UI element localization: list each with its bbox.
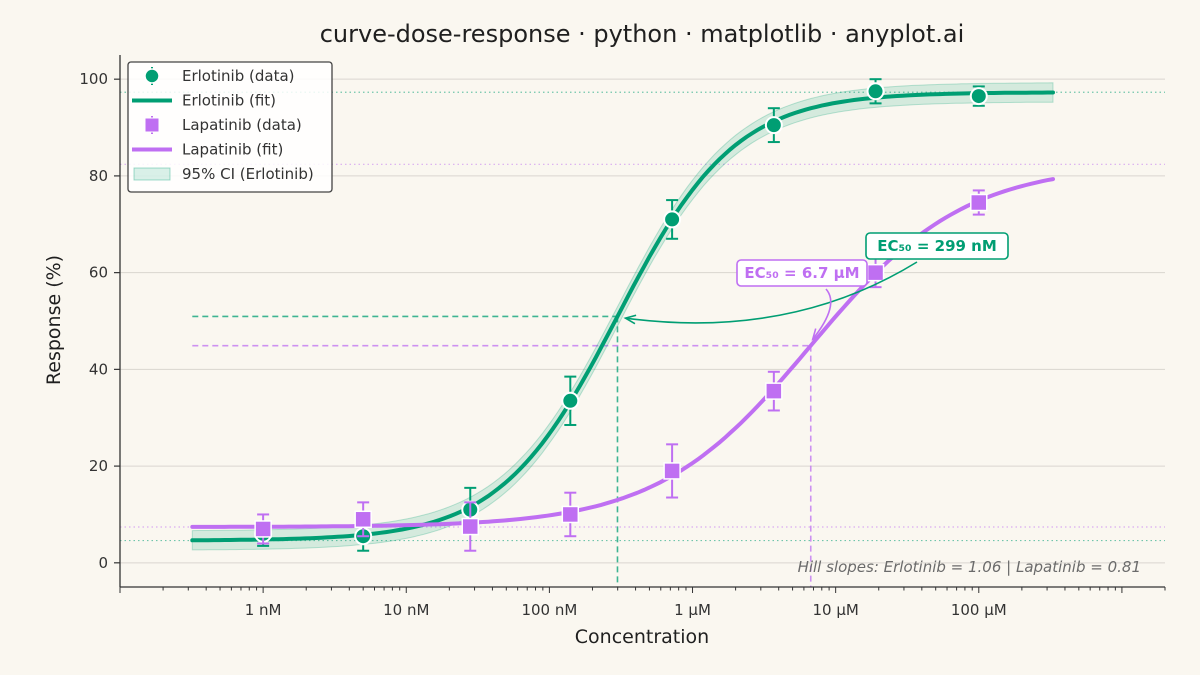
annotation-arrow-lapatinib	[812, 288, 832, 340]
annotation-arrowhead-erlotinib	[623, 314, 637, 325]
point-marker	[663, 462, 681, 480]
legend-entry: Lapatinib (fit)	[132, 141, 283, 159]
hill-slopes-note: Hill slopes: Erlotinib = 1.06 | Lapatini…	[798, 558, 1141, 576]
data-point-lapatinib	[663, 443, 681, 499]
annotation-arrowhead-lapatinib	[811, 328, 823, 341]
data-point-lapatinib	[561, 491, 580, 538]
y-tick-label: 20	[89, 457, 108, 475]
point-marker	[254, 520, 272, 538]
y-tick-label: 80	[89, 167, 108, 185]
legend-entry: Lapatinib (data)	[144, 116, 302, 134]
annotation-box-erlotinib	[865, 232, 1009, 260]
data-points	[254, 78, 988, 552]
point-marker	[764, 116, 783, 135]
data-point-lapatinib	[765, 370, 783, 412]
data-point-lapatinib	[970, 189, 988, 216]
data-point-erlotinib	[866, 78, 885, 105]
annotation-box-lapatinib	[736, 259, 868, 287]
point-marker	[866, 263, 885, 282]
legend-label: Lapatinib (fit)	[182, 141, 283, 159]
legend-square-marker-icon	[144, 117, 160, 133]
data-point-erlotinib	[561, 375, 580, 426]
y-tick-label: 0	[98, 554, 108, 572]
legend-entry: Erlotinib (data)	[144, 67, 295, 85]
point-marker	[561, 505, 580, 524]
legend-circle-marker-icon	[144, 68, 160, 84]
point-marker	[461, 517, 480, 536]
data-point-lapatinib	[354, 501, 372, 538]
x-axis-label: Concentration	[575, 626, 709, 648]
reference-lines	[120, 91, 1165, 587]
point-marker	[866, 82, 885, 101]
x-tick-label: 100 µM	[951, 601, 1007, 619]
y-tick-label: 100	[79, 70, 108, 88]
x-tick-label: 10 nM	[383, 601, 429, 619]
data-point-lapatinib	[254, 513, 272, 545]
axes: 0 20 40 60 80 100 1 nM 10 nM 100 nM 1 µM 10 µM 100 …	[79, 55, 1166, 619]
data-point-erlotinib	[969, 85, 988, 107]
fit-curve-lapatinib	[190, 177, 1055, 529]
data-point-erlotinib	[764, 107, 783, 144]
data-point-erlotinib	[663, 199, 682, 240]
annotation-label-erlotinib: EC₅₀ = 299 nM	[877, 237, 997, 255]
y-axis-label: Response (%)	[43, 255, 65, 385]
data-point-lapatinib	[461, 501, 480, 552]
chart-title: curve-dose-response · python · matplotli…	[320, 20, 965, 48]
legend-entry: Erlotinib (fit)	[132, 92, 276, 110]
x-tick-label: 10 µM	[812, 601, 858, 619]
y-tick-label: 60	[89, 264, 108, 282]
point-marker	[354, 510, 372, 529]
annotation-label-lapatinib: EC₅₀ = 6.7 µM	[744, 264, 859, 282]
legend-label: 95% CI (Erlotinib)	[182, 165, 314, 183]
y-tick-label: 40	[89, 360, 108, 378]
ec50-annotations: EC₅₀ = 299 nM EC₅₀ = 6.7 µM	[623, 232, 1009, 341]
point-marker	[765, 382, 783, 400]
legend-box	[127, 61, 333, 193]
fit-curve-erlotinib	[190, 90, 1055, 543]
point-marker	[970, 193, 988, 212]
x-tick-label: 100 nM	[521, 601, 577, 619]
legend-label: Lapatinib (data)	[182, 116, 302, 134]
legend: Erlotinib (data) Erlotinib (fit) Lapatinib…	[127, 61, 333, 193]
legend-label: Erlotinib (fit)	[182, 92, 276, 110]
point-marker	[561, 391, 580, 410]
legend-label: Erlotinib (data)	[182, 67, 295, 85]
x-tick-label: 1 µM	[674, 601, 711, 619]
annotation-arrow-erlotinib	[625, 261, 918, 324]
point-marker	[969, 87, 988, 106]
legend-band-icon	[133, 167, 171, 181]
x-tick-label: 1 nM	[245, 601, 282, 619]
data-point-lapatinib	[866, 257, 885, 289]
point-marker	[663, 210, 682, 229]
legend-entry: 95% CI (Erlotinib)	[133, 165, 314, 183]
